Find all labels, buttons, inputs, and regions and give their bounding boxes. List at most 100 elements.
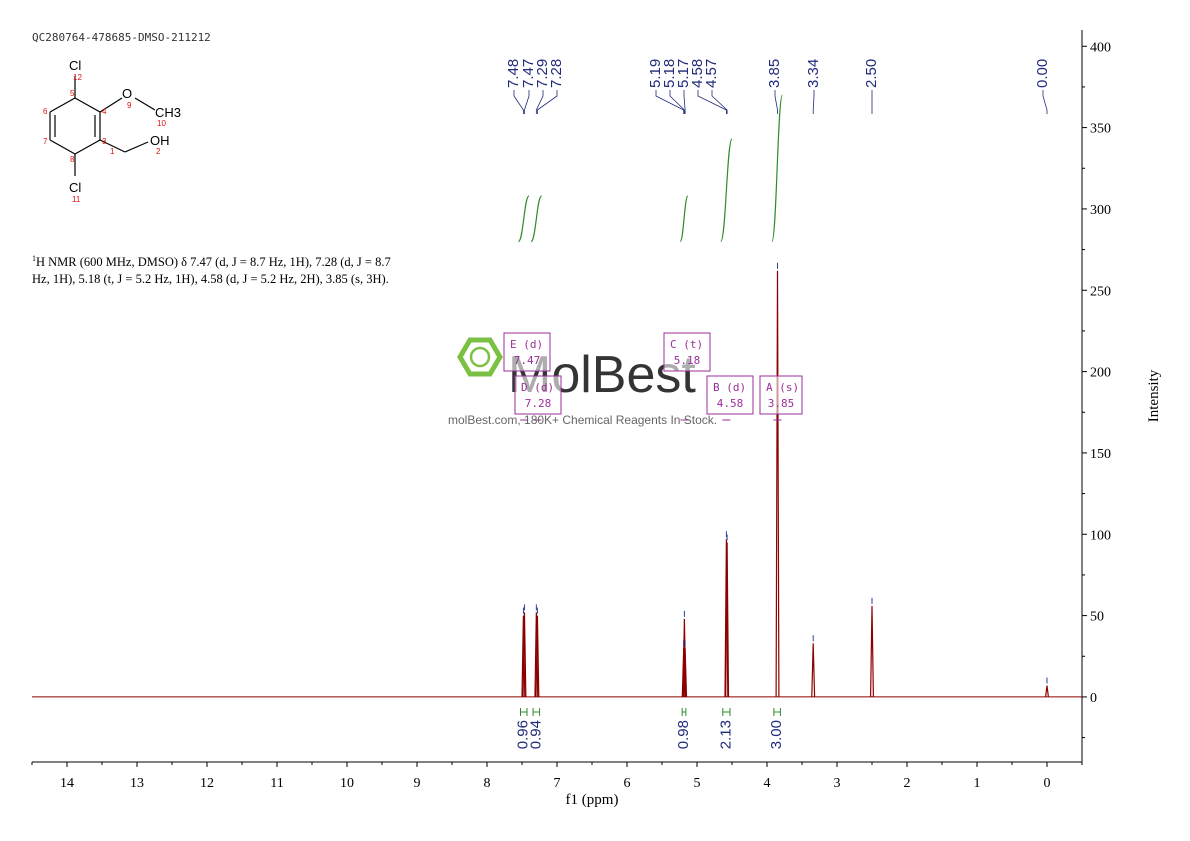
x-tick-label: 12 <box>200 776 214 791</box>
multiplet-box <box>663 332 711 372</box>
integral-curve <box>679 195 689 243</box>
peak-label: 4.58 <box>689 59 706 88</box>
benzene-logo-icon <box>457 337 503 377</box>
y-tick-label: 300 <box>1090 203 1111 218</box>
multiplet-label: B (d) <box>713 381 746 394</box>
ring-num-7: 7 <box>43 137 48 146</box>
peak-label-connector <box>655 90 685 114</box>
multiplet-label: C (t) <box>670 338 703 351</box>
ring-num-6: 6 <box>43 107 48 116</box>
integral-value: 0.94 <box>527 720 544 749</box>
peak-label-connector <box>1042 90 1048 114</box>
x-tick-label: 11 <box>270 776 283 791</box>
multiplet-label: D (d) <box>521 381 554 394</box>
x-axis-label: f1 (ppm) <box>566 792 619 808</box>
atom-num-10: 10 <box>157 119 166 128</box>
axes: 14 13 12 11 10 9 8 7 6 5 4 3 2 1 0f1 (ppm)050100150200… <box>31 30 1162 808</box>
x-tick-label: 13 <box>130 776 144 791</box>
y-tick-label: 100 <box>1090 528 1111 543</box>
molecule-structure: Cl O CH3 OH Cl 12 9 10 2 11 5 4 3 8 7 6 … <box>43 58 181 204</box>
spectrum <box>32 262 1082 698</box>
peak-label: 0.00 <box>1034 59 1051 88</box>
atom-ch3: CH3 <box>155 105 181 120</box>
integral-curve <box>530 195 543 243</box>
x-tick-label: 9 <box>414 776 421 791</box>
multiplet-boxes: E (d) 7.47 D (d) 7.28 C (t) 5.18 B (d) 4.58 A (s… <box>503 332 803 421</box>
multiplet-box <box>503 332 551 372</box>
peak-label: 7.47 <box>520 59 537 88</box>
atom-num-12: 12 <box>73 73 82 82</box>
peak-label: 5.19 <box>647 59 664 88</box>
peak-label: 5.18 <box>661 59 678 88</box>
atom-cl-bottom: Cl <box>69 180 81 195</box>
y-tick-label: 200 <box>1090 366 1111 381</box>
spectrum-peak <box>725 542 730 697</box>
spectrum-peak <box>724 539 729 697</box>
multiplet-box <box>706 375 754 415</box>
y-tick-label: 150 <box>1090 447 1111 462</box>
atom-num-9: 9 <box>127 101 132 110</box>
atom-oh: OH <box>150 133 170 148</box>
integral-value: 2.13 <box>717 720 734 749</box>
peak-label: 7.28 <box>548 59 565 88</box>
integral-curve <box>771 94 783 243</box>
y-tick-label: 50 <box>1090 610 1104 625</box>
spectrum-peak <box>811 643 816 697</box>
x-tick-label: 0 <box>1044 776 1051 791</box>
multiplet-label: A (s) <box>766 381 799 394</box>
peak-label-connector <box>513 90 524 114</box>
x-tick-label: 7 <box>554 776 561 791</box>
atom-o: O <box>122 86 132 101</box>
watermark-tagline: molBest.com, 180K+ Chemical Reagents In … <box>448 413 718 427</box>
spectrum-peak <box>775 270 780 697</box>
peak-label: 4.57 <box>703 59 720 88</box>
y-tick-label: 250 <box>1090 284 1111 299</box>
x-tick-label: 6 <box>624 776 631 791</box>
y-axis-label: Intensity <box>1146 369 1162 422</box>
peak-label: 7.48 <box>505 59 522 88</box>
peak-label-connector <box>774 90 778 114</box>
ring-num-3: 3 <box>102 137 107 146</box>
multiplet-shift: 7.28 <box>525 397 552 410</box>
multiplet-box <box>759 375 803 415</box>
integral-value: 0.98 <box>675 720 692 749</box>
ring-num-8: 8 <box>70 155 75 164</box>
peak-label-connector <box>697 90 727 114</box>
x-tick-label: 3 <box>834 776 841 791</box>
y-tick-label: 400 <box>1090 40 1111 55</box>
peak-label-connector <box>683 90 686 114</box>
nmr-description: 1H NMR (600 MHz, DMSO) δ 7.47 (d, J = 8.… <box>32 250 397 288</box>
peak-label-connector <box>812 90 815 114</box>
integral-value: 0.96 <box>515 720 532 749</box>
integral-value: 3.00 <box>768 720 785 749</box>
atom-num-11: 11 <box>72 195 81 204</box>
atom-cl-top: Cl <box>69 58 81 73</box>
x-tick-label: 5 <box>694 776 701 791</box>
spectrum-peak <box>521 615 526 697</box>
x-tick-label: 8 <box>484 776 491 791</box>
spectrum-peak <box>522 612 527 697</box>
x-tick-label: 4 <box>764 776 771 791</box>
integral-curve <box>720 138 733 243</box>
peak-label: 2.50 <box>863 59 880 88</box>
spectrum-peak <box>683 648 688 697</box>
multiplet-label: E (d) <box>510 338 543 351</box>
nmr-description-text: H NMR (600 MHz, DMSO) δ 7.47 (d, J = 8.7… <box>32 255 391 287</box>
peak-label-connector <box>669 90 685 114</box>
atom-num-2: 2 <box>156 147 161 156</box>
multiplet-shift: 5.18 <box>674 354 701 367</box>
x-tick-label: 14 <box>60 776 74 791</box>
peak-labels: 7.487.477.297.28 5.195.185.174.584.57 3.85… <box>505 59 1051 114</box>
peak-label: 5.17 <box>675 59 692 88</box>
spectrum-peak <box>534 612 539 697</box>
spectrum-peak <box>870 605 874 697</box>
nucleus-superscript: 1 <box>32 254 36 263</box>
x-tick-label: 10 <box>340 776 354 791</box>
peak-label-connector <box>535 90 544 114</box>
ring-num-1: 1 <box>110 147 115 156</box>
multiplet-box <box>514 375 562 415</box>
multiplet-shift: 3.85 <box>768 397 795 410</box>
integral-curve <box>517 195 530 243</box>
sample-id: QC280764-478685-DMSO-211212 <box>32 31 211 44</box>
